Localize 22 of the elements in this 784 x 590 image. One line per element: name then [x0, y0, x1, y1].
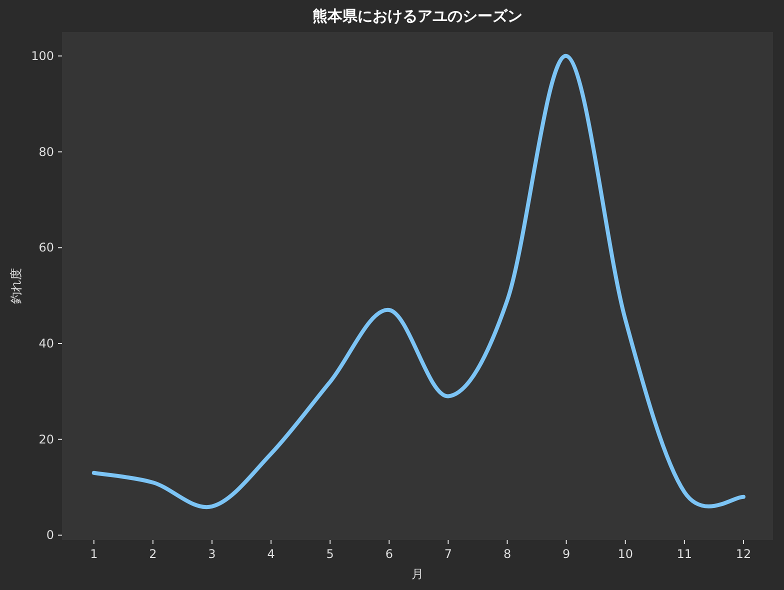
x-tick-label: 11	[676, 547, 692, 561]
x-tick-label: 4	[267, 547, 275, 561]
y-tick-label: 100	[31, 48, 54, 63]
x-tick-label: 5	[326, 547, 334, 561]
x-tick-label: 9	[562, 547, 570, 561]
x-tick-label: 6	[385, 547, 393, 561]
x-tick-label: 3	[208, 547, 216, 561]
y-tick-label: 20	[38, 432, 54, 446]
y-tick-label: 40	[38, 336, 54, 351]
x-tick-label: 7	[444, 547, 452, 561]
y-tick-label: 0	[46, 528, 54, 542]
x-axis-title: 月	[412, 567, 424, 581]
chart-title: 熊本県におけるアユのシーズン	[312, 7, 522, 25]
x-tick-label: 10	[618, 547, 634, 561]
x-tick-label: 1	[90, 547, 98, 561]
x-tick-label: 12	[736, 547, 752, 561]
x-tick-label: 8	[503, 547, 512, 561]
line-series	[92, 54, 746, 509]
y-tick-label: 60	[38, 240, 54, 255]
x-tick-label: 2	[149, 547, 157, 561]
y-tick-label: 80	[38, 144, 54, 159]
y-axis-title: 釣れ度	[9, 268, 23, 304]
